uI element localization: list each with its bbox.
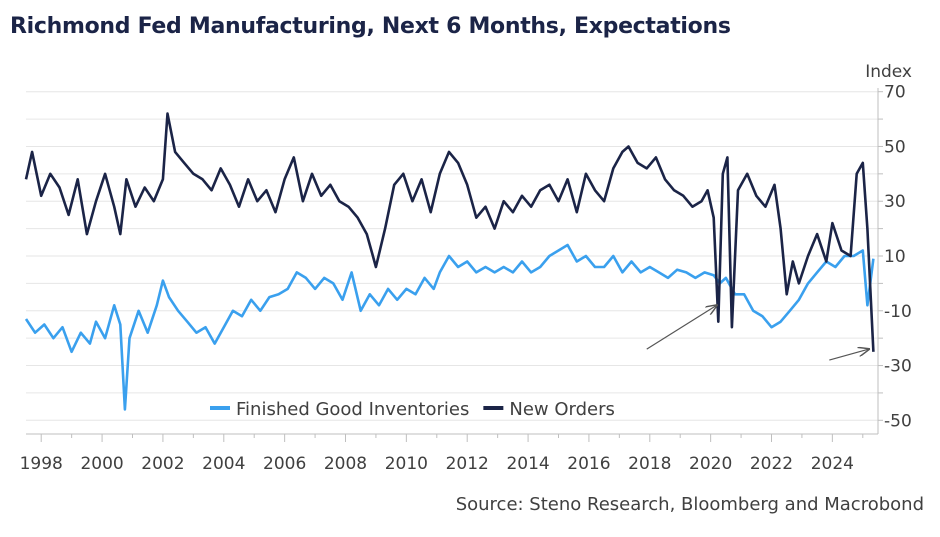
annotation-arrow: [646, 305, 717, 350]
legend-entry: Finished Good Inventories: [236, 399, 469, 420]
series-lines: [24, 112, 875, 411]
annotation-arrows: [646, 305, 869, 361]
x-tick-label: 2018: [628, 454, 671, 474]
y-tick-label: -30: [884, 357, 912, 377]
source-note: Source: Steno Research, Bloomberg and Ma…: [455, 494, 924, 515]
y-tick-label: 70: [884, 83, 906, 103]
x-tick-label: 2000: [80, 454, 123, 474]
x-tick-label: 2020: [689, 454, 732, 474]
series-line-inventories: [24, 243, 875, 411]
x-tick-label: 1998: [20, 454, 63, 474]
y-tick-label: 50: [884, 137, 906, 157]
x-tick-label: 2002: [141, 454, 184, 474]
x-tick-label: 2024: [811, 454, 854, 474]
chart-legend: Finished Good Inventories New Orders: [210, 399, 615, 420]
y-tick-label: -50: [884, 411, 912, 431]
y-axis-label: Index: [865, 62, 912, 82]
y-tick-label: -10: [884, 302, 912, 322]
x-tick-label: 2004: [202, 454, 245, 474]
legend-entry: New Orders: [509, 399, 615, 420]
y-tick-label: 30: [884, 192, 906, 212]
x-tick-label: 2012: [446, 454, 489, 474]
x-tick-label: 2008: [324, 454, 367, 474]
gridlines: [26, 91, 878, 421]
x-tick-label: 2010: [385, 454, 428, 474]
x-tick-label: 2014: [506, 454, 549, 474]
x-tick-label: 2022: [750, 454, 793, 474]
series-line-new-orders: [24, 112, 875, 352]
y-tick-label: 10: [884, 247, 906, 267]
annotation-arrow: [829, 349, 869, 361]
x-tick-label: 2006: [263, 454, 306, 474]
axes: 70 50 30 10 -10 -30 -50 Index 1998 2000 2002 2004 20…: [20, 62, 912, 474]
x-tick-label: 2016: [567, 454, 610, 474]
chart-title: Richmond Fed Manufacturing, Next 6 Month…: [10, 14, 731, 39]
